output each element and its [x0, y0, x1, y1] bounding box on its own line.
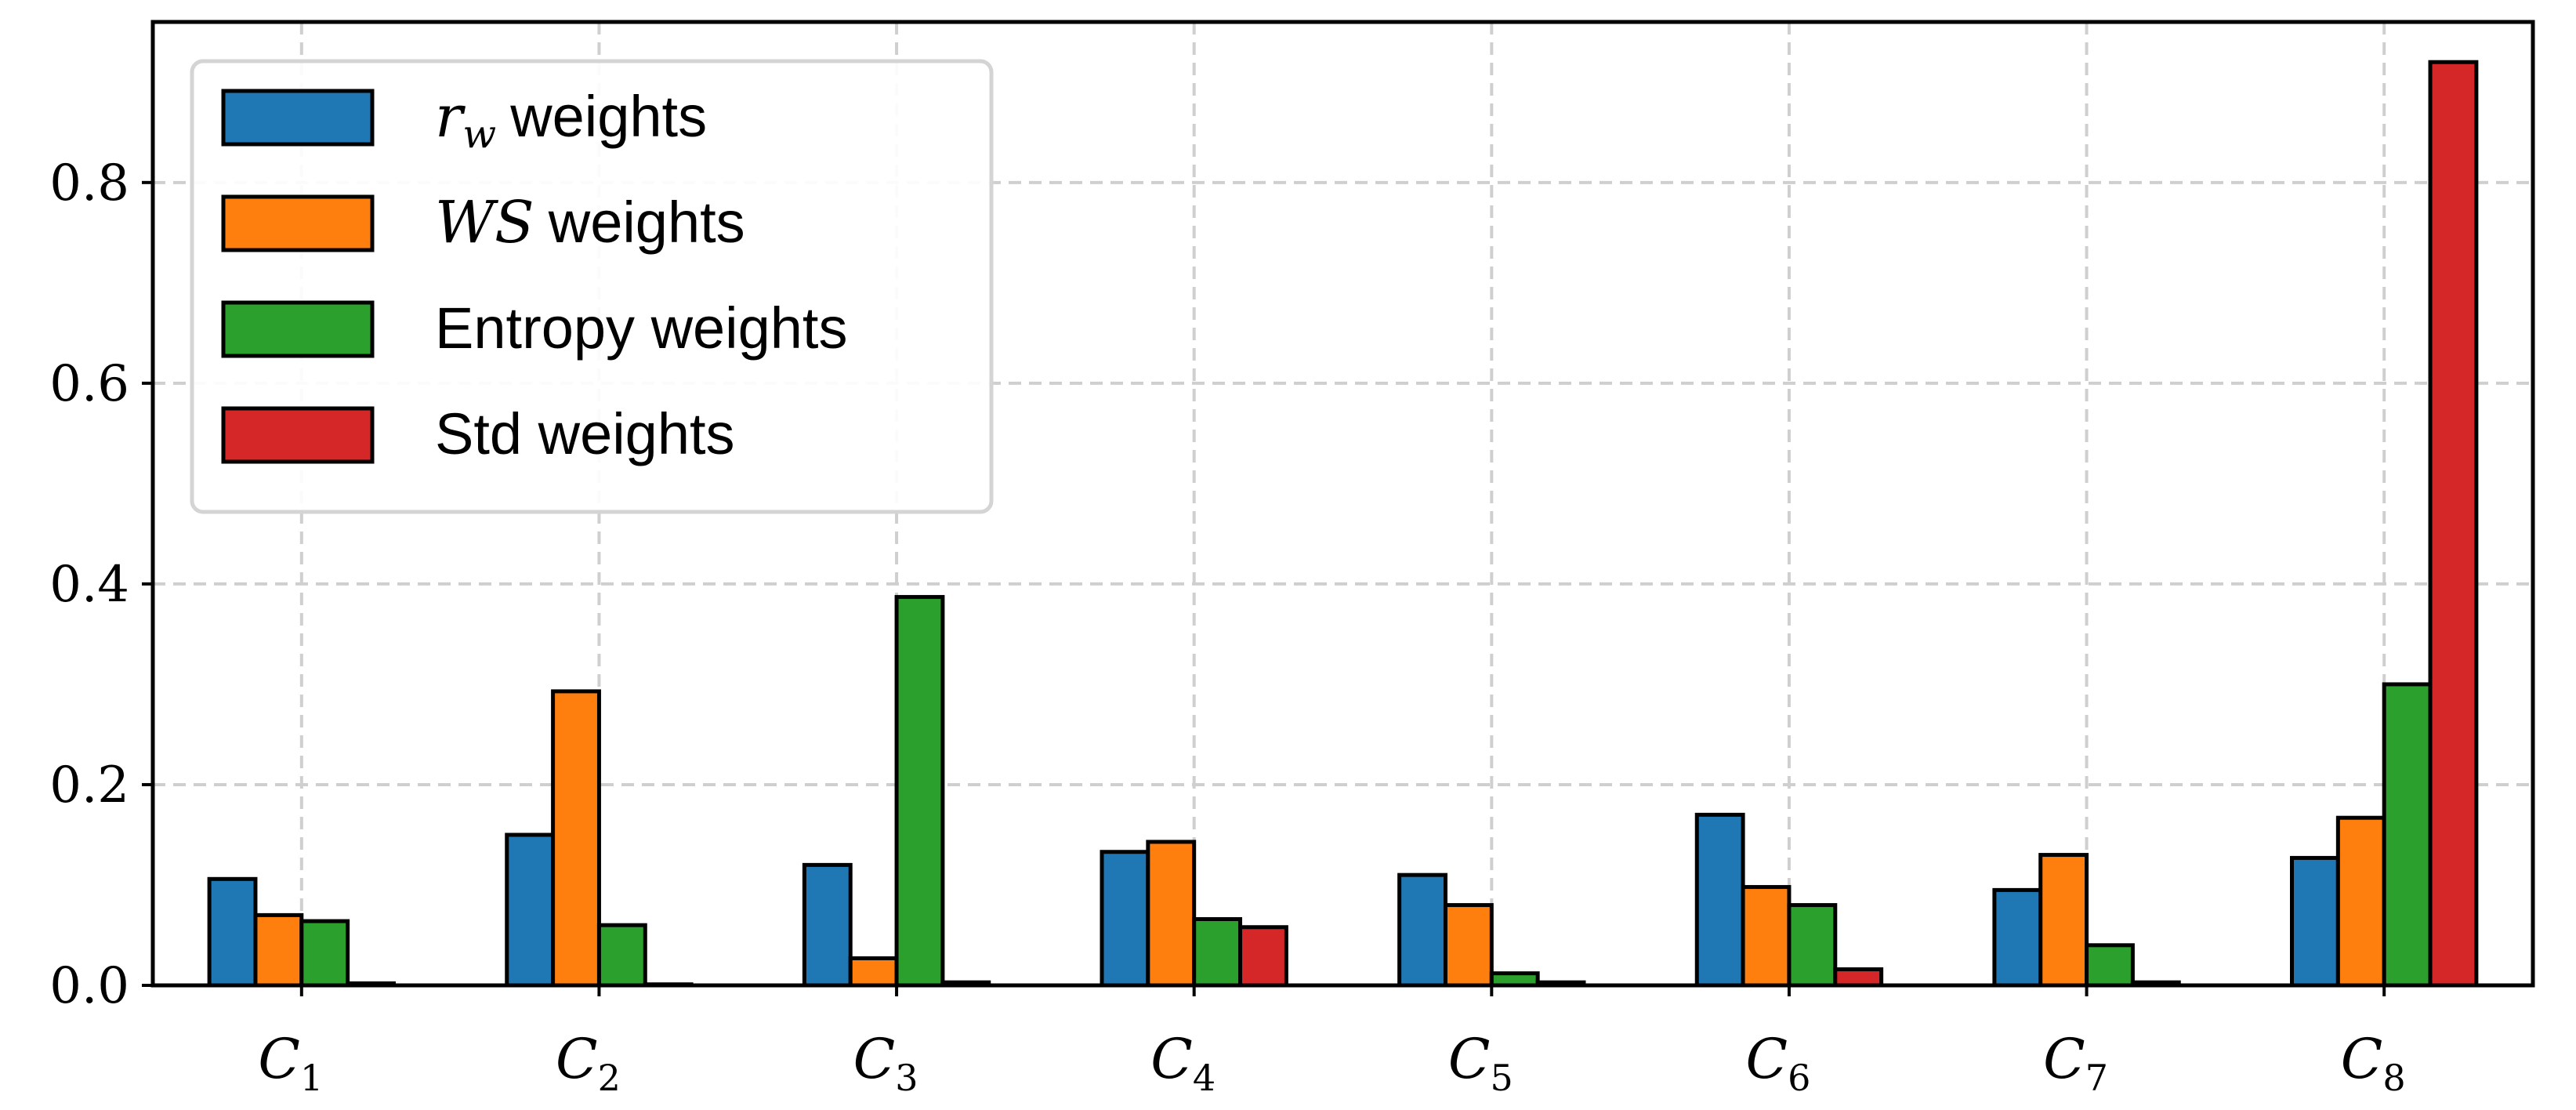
bar [505, 832, 556, 988]
bar [1192, 917, 1243, 988]
legend-swatch [221, 89, 375, 147]
y-tick-label: 0.4 [49, 556, 129, 614]
bar [1694, 812, 1745, 988]
legend-swatch [221, 300, 375, 358]
legend-label: Entropy weights [435, 296, 848, 361]
bar [2335, 815, 2386, 988]
bar [299, 919, 350, 988]
plot-frame [150, 20, 2535, 988]
bar [596, 923, 647, 988]
bar [1238, 925, 1288, 988]
bar [802, 862, 853, 988]
bars [207, 60, 2479, 988]
bar [253, 912, 304, 988]
x-tick-label: C6 [1746, 1027, 1811, 1099]
bar [1397, 872, 1447, 988]
bar [1833, 967, 1884, 988]
y-tick-label: 0.0 [49, 957, 129, 1015]
bar [894, 595, 945, 988]
x-tick-label: C8 [2341, 1027, 2406, 1099]
legend-label: rw weights [435, 83, 707, 157]
bar [1787, 903, 1838, 988]
bar [207, 876, 258, 988]
x-tick-label: C1 [258, 1027, 323, 1099]
x-tick-label: C5 [1448, 1027, 1513, 1099]
bar [1992, 887, 2043, 988]
bar [1741, 885, 1792, 988]
bar [2038, 853, 2089, 988]
bar [848, 956, 899, 988]
y-tick-label: 0.2 [49, 756, 129, 814]
bar [1443, 903, 1494, 988]
legend-label: WS weights [435, 189, 745, 256]
legend-swatch [221, 194, 375, 252]
bar [1146, 840, 1197, 988]
bar [2428, 60, 2479, 988]
bar [1100, 850, 1150, 988]
y-axis: 0.0 0.2 0.4 0.6 0.8 [49, 154, 153, 1015]
bar [2085, 943, 2135, 988]
bar [2382, 682, 2433, 988]
y-tick-label: 0.8 [49, 154, 129, 212]
bar [551, 689, 601, 988]
legend-box [190, 59, 994, 514]
bar [2290, 855, 2340, 988]
legend-swatch [221, 406, 375, 464]
legend-label: Std weights [435, 401, 735, 466]
y-tick-label: 0.6 [49, 355, 129, 413]
x-axis: C1 C2 C3 C4 C5 C6 C7 C8 [258, 985, 2406, 1099]
legend: rw weights WS weights Entropy weights Std wei… [190, 59, 994, 514]
x-tick-label: C3 [853, 1027, 918, 1099]
x-tick-label: C7 [2043, 1027, 2108, 1099]
x-tick-label: C2 [556, 1027, 621, 1099]
x-tick-label: C4 [1150, 1027, 1216, 1099]
